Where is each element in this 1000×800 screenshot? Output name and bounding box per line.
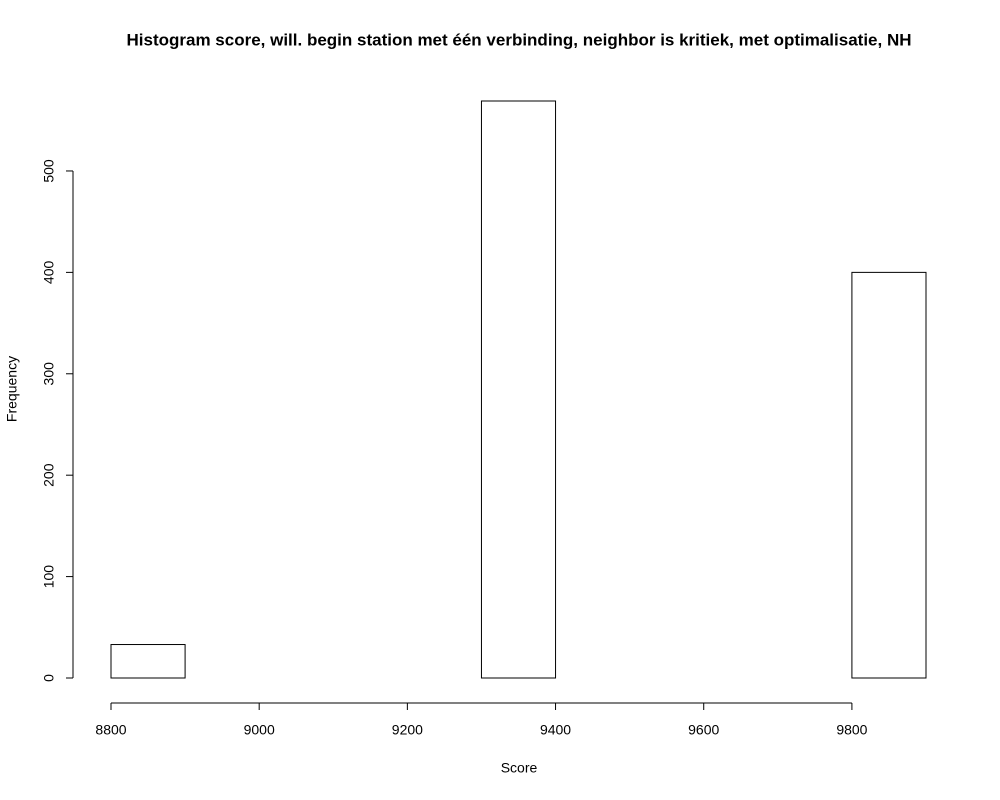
- x-tick-label: 9600: [688, 722, 719, 738]
- x-axis-label: Score: [501, 760, 538, 776]
- bar: [480, 100, 557, 679]
- y-axis-label: Frequency: [4, 356, 20, 422]
- y-tick-label: 300: [41, 362, 57, 386]
- x-tick-label: 9200: [392, 722, 423, 738]
- bar: [851, 271, 927, 679]
- x-tick-label: 9400: [540, 722, 571, 738]
- x-tick-label: 9800: [836, 722, 867, 738]
- y-tick-label: 0: [41, 674, 57, 682]
- x-tick-label: 9000: [244, 722, 275, 738]
- y-tick-label: 500: [41, 159, 57, 183]
- bar: [110, 644, 186, 679]
- chart-title: Histogram score, will. begin station met…: [127, 30, 912, 49]
- y-tick-label: 100: [41, 565, 57, 589]
- y-tick-label: 400: [41, 260, 57, 284]
- y-tick-label: 200: [41, 463, 57, 487]
- x-tick-label: 8800: [95, 722, 126, 738]
